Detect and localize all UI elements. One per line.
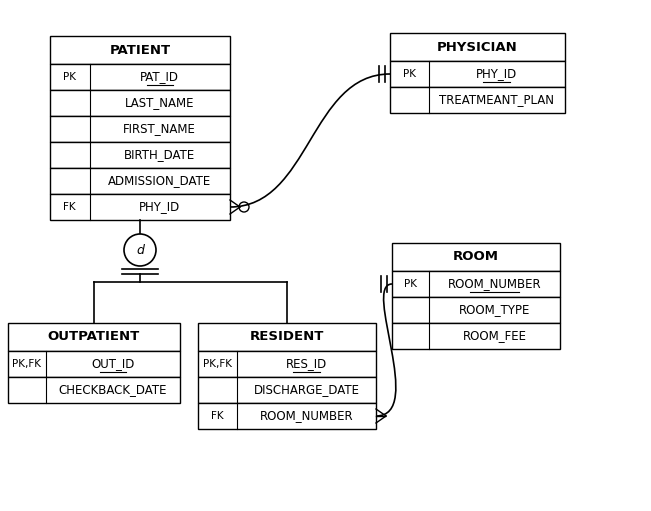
Bar: [392, 271, 560, 297]
Bar: [50, 90, 230, 116]
Bar: [50, 64, 230, 90]
Bar: [390, 61, 565, 87]
Bar: [392, 243, 560, 271]
Bar: [50, 116, 230, 142]
Text: BIRTH_DATE: BIRTH_DATE: [124, 149, 195, 161]
Text: DISCHARGE_DATE: DISCHARGE_DATE: [254, 383, 359, 397]
Text: RES_ID: RES_ID: [286, 358, 327, 370]
Bar: [390, 33, 565, 61]
Text: CHECKBACK_DATE: CHECKBACK_DATE: [59, 383, 167, 397]
Text: PK,FK: PK,FK: [12, 359, 42, 369]
Bar: [198, 323, 376, 351]
Text: ROOM: ROOM: [453, 250, 499, 264]
Bar: [392, 323, 560, 349]
Text: LAST_NAME: LAST_NAME: [125, 97, 195, 109]
Text: PHY_ID: PHY_ID: [476, 67, 518, 81]
Text: ROOM_NUMBER: ROOM_NUMBER: [260, 409, 353, 423]
Text: ADMISSION_DATE: ADMISSION_DATE: [108, 174, 212, 188]
Text: ROOM_NUMBER: ROOM_NUMBER: [448, 277, 541, 290]
Bar: [50, 142, 230, 168]
Text: FK: FK: [64, 202, 76, 212]
Text: d: d: [136, 244, 144, 257]
Text: PK: PK: [63, 72, 76, 82]
Bar: [8, 377, 180, 403]
Bar: [50, 168, 230, 194]
Bar: [50, 36, 230, 64]
Bar: [198, 351, 376, 377]
Text: FIRST_NAME: FIRST_NAME: [123, 123, 196, 135]
Circle shape: [124, 234, 156, 266]
Text: FK: FK: [212, 411, 224, 421]
Bar: [198, 403, 376, 429]
Text: OUTPATIENT: OUTPATIENT: [48, 331, 140, 343]
Text: PK,FK: PK,FK: [203, 359, 232, 369]
Text: PAT_ID: PAT_ID: [141, 71, 179, 83]
Bar: [198, 377, 376, 403]
Bar: [8, 323, 180, 351]
Text: PHY_ID: PHY_ID: [139, 200, 180, 214]
Bar: [392, 297, 560, 323]
Text: PK: PK: [404, 279, 417, 289]
Text: OUT_ID: OUT_ID: [91, 358, 135, 370]
Text: PHYSICIAN: PHYSICIAN: [437, 40, 518, 54]
Text: TREATMEANT_PLAN: TREATMEANT_PLAN: [439, 94, 554, 106]
Text: RESIDENT: RESIDENT: [250, 331, 324, 343]
Text: ROOM_FEE: ROOM_FEE: [462, 330, 527, 342]
Bar: [390, 87, 565, 113]
Bar: [50, 194, 230, 220]
Text: PK: PK: [403, 69, 416, 79]
Bar: [8, 351, 180, 377]
Text: ROOM_TYPE: ROOM_TYPE: [459, 304, 530, 316]
Text: PATIENT: PATIENT: [109, 43, 171, 57]
